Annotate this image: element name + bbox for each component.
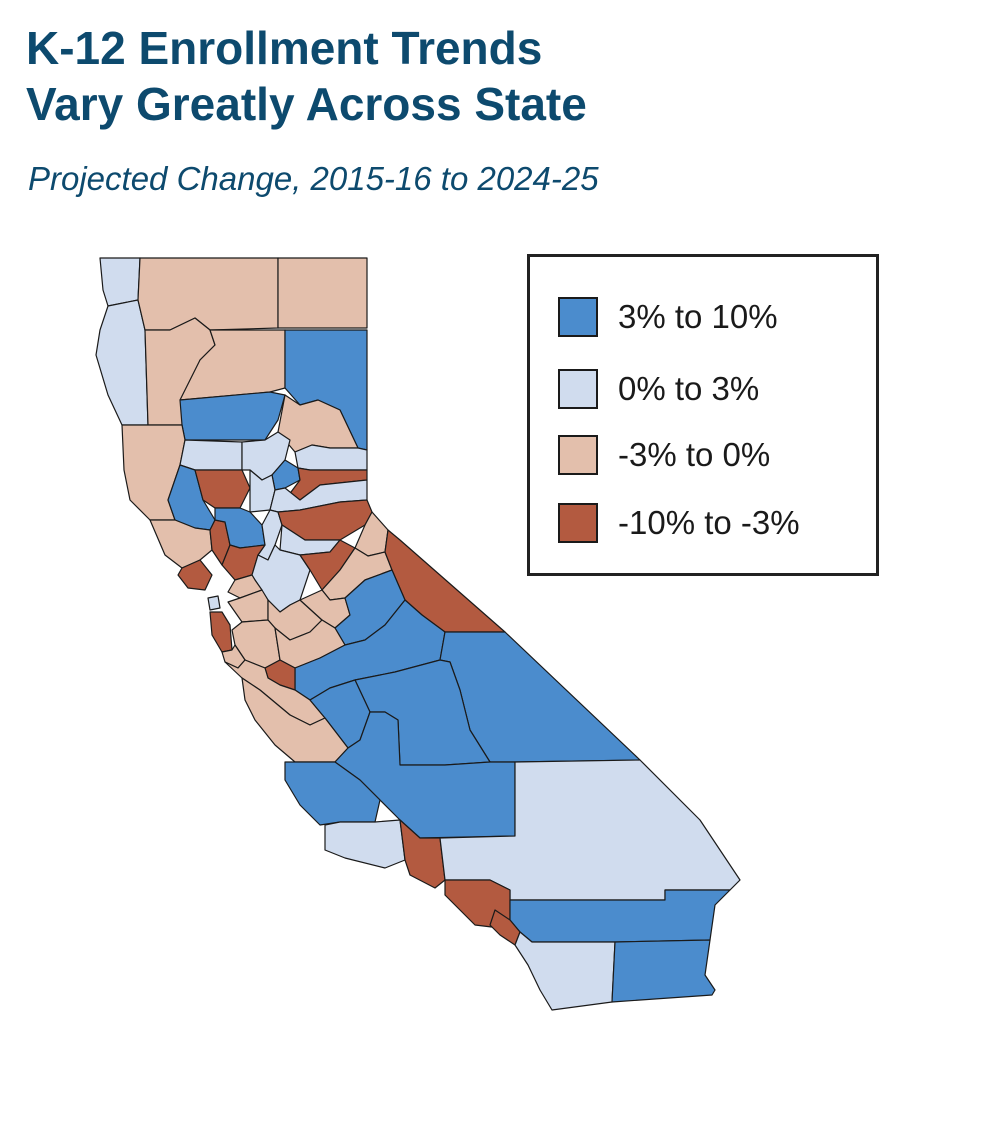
county-marin <box>177 559 213 591</box>
chart-subtitle: Projected Change, 2015-16 to 2024-25 <box>28 160 599 197</box>
county-tehama <box>179 391 286 441</box>
legend-swatch <box>558 369 598 409</box>
county-sierra <box>294 444 368 471</box>
legend-swatch <box>558 297 598 337</box>
county-siskiyou <box>137 257 279 331</box>
chart-title: K-12 Enrollment Trends Vary Greatly Acro… <box>26 20 587 132</box>
legend-label: -10% to -3% <box>618 504 800 541</box>
county-ventura <box>324 819 406 869</box>
county-san-mateo <box>209 611 233 653</box>
county-los-angeles <box>399 819 446 889</box>
county-san-diego <box>514 931 616 1011</box>
legend-label: 0% to 3% <box>618 370 760 407</box>
legend-item: -10% to -3% <box>558 501 800 545</box>
title-line-2: Vary Greatly Across State <box>26 78 587 130</box>
county-del-norte <box>99 257 141 307</box>
county-glenn <box>179 439 243 471</box>
county-san-francisco <box>207 595 221 611</box>
legend-swatch <box>558 435 598 475</box>
county-imperial <box>611 939 716 1003</box>
legend-item: 0% to 3% <box>558 367 759 411</box>
county-modoc <box>277 257 368 329</box>
county-humboldt <box>95 299 149 426</box>
legend-item: -3% to 0% <box>558 433 770 477</box>
legend-label: 3% to 10% <box>618 298 778 335</box>
legend-item: 3% to 10% <box>558 295 778 339</box>
legend: 3% to 10% 0% to 3% -3% to 0% -10% to -3% <box>527 254 879 576</box>
title-line-1: K-12 Enrollment Trends <box>26 22 543 74</box>
legend-swatch <box>558 503 598 543</box>
legend-label: -3% to 0% <box>618 436 771 473</box>
